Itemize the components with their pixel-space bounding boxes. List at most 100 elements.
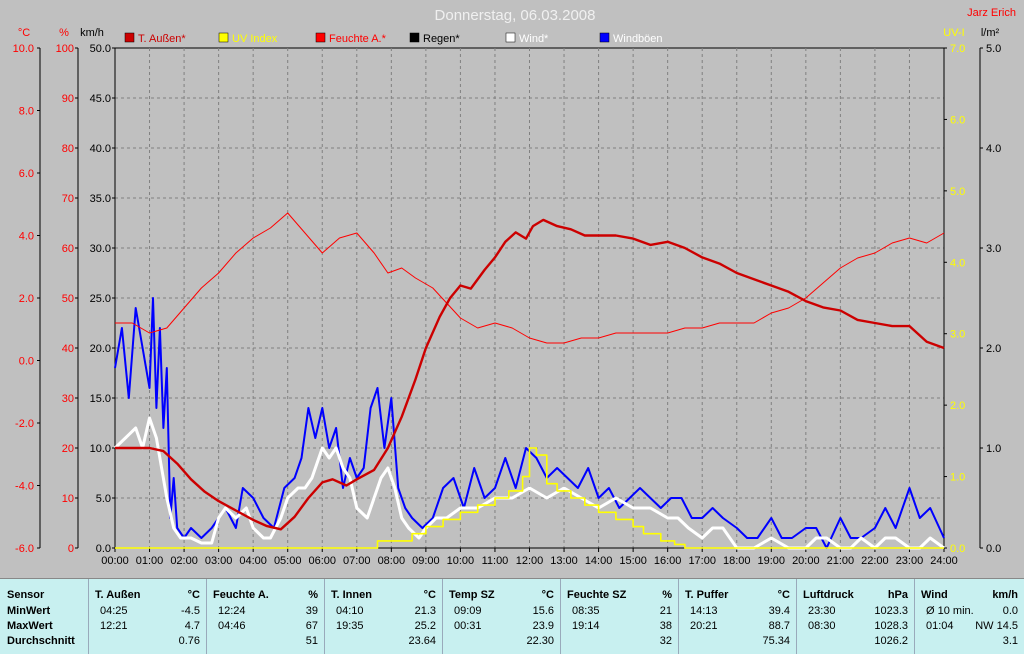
summary-header: T. Innen <box>331 589 372 601</box>
y-tick-label-rain: 5.0 <box>986 43 1001 55</box>
y-tick-label-humidity: 30 <box>62 393 74 405</box>
summary-value: 25.2 <box>414 620 436 632</box>
summary-value: 38 <box>659 620 672 632</box>
x-tick-label: 10:00 <box>447 555 475 567</box>
y-tick-label-wind: 30.0 <box>90 243 111 255</box>
x-tick-label: 19:00 <box>758 555 786 567</box>
series-line-uvindex <box>115 447 944 549</box>
summary-value: 75.34 <box>762 635 790 647</box>
legend-label: T. Außen* <box>138 33 186 45</box>
summary-unit: % <box>662 589 672 601</box>
y-tick-label-humidity: 100 <box>56 43 74 55</box>
summary-value: 51 <box>305 635 318 647</box>
y-tick-label-humidity: 70 <box>62 193 74 205</box>
y-tick-label-humidity: 80 <box>62 143 74 155</box>
x-tick-label: 15:00 <box>619 555 647 567</box>
summary-value: 0.0 <box>1002 605 1018 617</box>
summary-header: Feuchte A. <box>213 589 269 601</box>
x-tick-label: 16:00 <box>654 555 682 567</box>
legend: T. Außen* UV Index Feuchte A.* Regen* Wind* W… <box>124 32 663 45</box>
series-line-tauen <box>115 218 945 531</box>
legend-swatch <box>315 32 326 43</box>
summary-value: 67 <box>305 620 318 632</box>
summary-header: Wind <box>921 589 948 601</box>
summary-time: 08:35 <box>572 605 600 617</box>
summary-column: T. Innen °C 04:10 21.3 19:35 25.2 23.64 <box>324 579 443 654</box>
summary-header: Temp SZ <box>449 589 495 601</box>
x-tick-label: 00:00 <box>101 555 129 567</box>
y-tick-label-wind: 0.0 <box>96 543 111 555</box>
legend-swatch <box>409 32 420 43</box>
summary-column: Wind km/h Ø 10 min. 0.0 01:04 NW 14.5 3.1 <box>914 579 1024 654</box>
y-tick-label-wind: 40.0 <box>90 143 111 155</box>
x-tick-label: 22:00 <box>861 555 889 567</box>
x-tick-label: 20:00 <box>792 555 820 567</box>
y-tick-label-uv: 5.0 <box>950 186 965 198</box>
summary-table: Sensor MinWert MaxWert Durchschnitt T. Außen… <box>0 578 1024 654</box>
y-axis-unit-rain: l/m² <box>981 27 1000 39</box>
summary-value: 39 <box>305 605 318 617</box>
y-tick-label-temp: 6.0 <box>19 168 34 180</box>
x-tick-label: 08:00 <box>378 555 406 567</box>
legend-swatch <box>505 32 516 43</box>
summary-value: -4.5 <box>181 605 200 617</box>
y-tick-label-uv: 4.0 <box>950 257 965 269</box>
legend-label: Regen* <box>423 33 460 45</box>
y-tick-label-wind: 20.0 <box>90 343 111 355</box>
summary-unit: °C <box>187 589 200 601</box>
summary-value: NW 14.5 <box>975 620 1018 632</box>
legend-label: Windböen <box>613 33 663 45</box>
y-tick-label-humidity: 90 <box>62 93 74 105</box>
summary-value: 0.76 <box>178 635 200 647</box>
summary-value: 32 <box>659 635 672 647</box>
y-tick-label-temp: -6.0 <box>15 543 34 555</box>
summary-value: 1023.3 <box>874 605 908 617</box>
summary-time: 08:30 <box>808 620 836 632</box>
x-tick-label: 14:00 <box>585 555 613 567</box>
x-tick-label: 24:00 <box>930 555 958 567</box>
chart-title: Donnerstag, 06.03.2008 <box>435 7 596 24</box>
y-tick-label-uv: 6.0 <box>950 114 965 126</box>
summary-time: 12:24 <box>218 605 246 617</box>
summary-value: 21.3 <box>414 605 436 617</box>
y-tick-label-humidity: 0 <box>68 543 74 555</box>
x-tick-label: 21:00 <box>827 555 855 567</box>
y-tick-label-temp: 2.0 <box>19 293 34 305</box>
summary-header: T. Außen <box>95 589 141 601</box>
legend-swatch <box>599 32 610 43</box>
summary-unit: km/h <box>992 589 1018 601</box>
y-tick-label-humidity: 50 <box>62 293 74 305</box>
y-tick-label-wind: 45.0 <box>90 93 111 105</box>
summary-column: T. Puffer °C 14:13 39.4 20:21 88.7 75.34 <box>678 579 797 654</box>
summary-time: 14:13 <box>690 605 718 617</box>
x-tick-label: 04:00 <box>239 555 267 567</box>
y-tick-label-temp: -4.0 <box>15 481 34 493</box>
summary-row-label: Durchschnitt <box>7 635 75 647</box>
x-tick-label: 03:00 <box>205 555 233 567</box>
summary-row-label: MaxWert <box>7 620 53 632</box>
y-tick-label-rain: 1.0 <box>986 443 1001 455</box>
y-tick-label-temp: 0.0 <box>19 356 34 368</box>
y-tick-label-wind: 10.0 <box>90 443 111 455</box>
weather-chart: Donnerstag, 06.03.2008 Jarz Erich 00:00 0… <box>12 7 1016 567</box>
y-tick-label-humidity: 60 <box>62 243 74 255</box>
x-tick-label: 11:00 <box>482 555 509 567</box>
summary-value: 21 <box>659 605 672 617</box>
summary-column: T. Außen °C 04:25 -4.5 12:21 4.7 0.76 <box>88 579 207 654</box>
summary-header: T. Puffer <box>685 589 729 601</box>
y-tick-label-uv: 2.0 <box>950 400 965 412</box>
x-tick-label: 12:00 <box>516 555 544 567</box>
summary-time: 01:04 <box>926 620 954 632</box>
x-tick-label: 17:00 <box>688 555 716 567</box>
summary-header: Sensor <box>7 589 45 601</box>
summary-column: Feuchte SZ% 08:35 21 19:14 38 32 <box>560 579 679 654</box>
legend-swatch <box>218 32 229 43</box>
y-tick-label-humidity: 40 <box>62 343 74 355</box>
y-tick-label-wind: 15.0 <box>90 393 111 405</box>
y-tick-label-temp: 4.0 <box>19 231 34 243</box>
y-tick-label-wind: 25.0 <box>90 293 111 305</box>
summary-time: 19:35 <box>336 620 364 632</box>
legend-swatch <box>124 32 135 43</box>
summary-time: Ø 10 min. <box>926 605 974 617</box>
legend-label: Feuchte A.* <box>329 33 387 45</box>
